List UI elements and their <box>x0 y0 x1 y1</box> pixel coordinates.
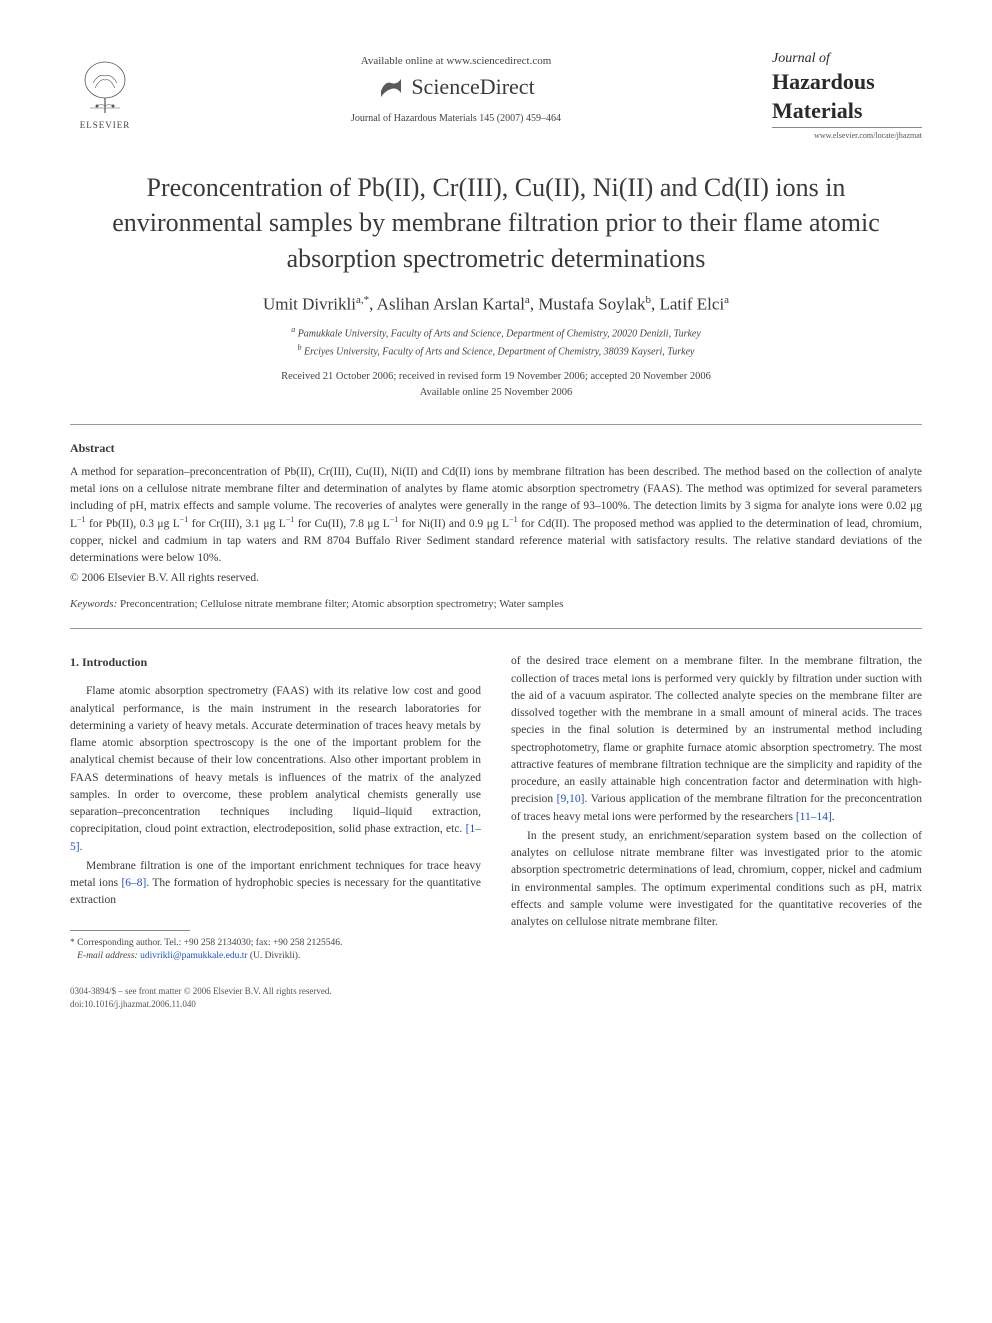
corresponding-author: * Corresponding author. Tel.: +90 258 21… <box>70 937 481 950</box>
body-columns: 1. Introduction Flame atomic absorption … <box>70 653 922 963</box>
affiliations: a Pamukkale University, Faculty of Arts … <box>70 324 922 359</box>
affiliation-a: a Pamukkale University, Faculty of Arts … <box>70 324 922 341</box>
sciencedirect-icon <box>377 73 405 101</box>
corresponding-email: E-mail address: udivrikli@pamukkale.edu.… <box>70 950 481 963</box>
journal-logo-block: Journal of Hazardous Materials www.elsev… <box>772 50 922 140</box>
available-date: Available online 25 November 2006 <box>70 385 922 401</box>
abstract-rule-bottom <box>70 628 922 629</box>
center-header: Available online at www.sciencedirect.co… <box>140 50 772 124</box>
elsevier-logo: ELSEVIER <box>70 50 140 130</box>
article-title: Preconcentration of Pb(II), Cr(III), Cu(… <box>90 170 902 275</box>
received-date: Received 21 October 2006; received in re… <box>70 369 922 385</box>
column-left-body: Flame atomic absorption spectrometry (FA… <box>70 683 481 909</box>
page-footer: 0304-3894/$ – see front matter © 2006 El… <box>70 985 922 1010</box>
keywords-text: Preconcentration; Cellulose nitrate memb… <box>120 598 563 610</box>
elsevier-label: ELSEVIER <box>80 120 131 130</box>
abstract-heading: Abstract <box>70 441 922 456</box>
journal-name-line2: Hazardous <box>772 68 922 97</box>
elsevier-tree-icon <box>75 58 135 118</box>
article-dates: Received 21 October 2006; received in re… <box>70 369 922 401</box>
keywords-label: Keywords: <box>70 598 117 610</box>
journal-name-line1: Journal of <box>772 50 922 68</box>
page-header: ELSEVIER Available online at www.science… <box>70 50 922 140</box>
footnote-separator <box>70 930 190 931</box>
column-right: of the desired trace element on a membra… <box>511 653 922 963</box>
journal-url: www.elsevier.com/locate/jhazmat <box>772 131 922 140</box>
column-left: 1. Introduction Flame atomic absorption … <box>70 653 481 963</box>
sciencedirect-logo: ScienceDirect <box>140 73 772 101</box>
affiliation-b: b Erciyes University, Faculty of Arts an… <box>70 342 922 359</box>
available-online-text: Available online at www.sciencedirect.co… <box>140 55 772 67</box>
section-1-heading: 1. Introduction <box>70 653 481 671</box>
journal-name-line3: Materials <box>772 97 922 126</box>
footnotes: * Corresponding author. Tel.: +90 258 21… <box>70 937 481 964</box>
email-link[interactable]: udivrikli@pamukkale.edu.tr <box>140 951 247 961</box>
journal-name: Journal of Hazardous Materials <box>772 50 922 125</box>
column-right-body: of the desired trace element on a membra… <box>511 653 922 931</box>
sciencedirect-text: ScienceDirect <box>411 74 534 100</box>
footer-line1: 0304-3894/$ – see front matter © 2006 El… <box>70 985 922 998</box>
abstract-copyright: © 2006 Elsevier B.V. All rights reserved… <box>70 572 922 584</box>
journal-reference: Journal of Hazardous Materials 145 (2007… <box>140 113 772 124</box>
abstract-rule-top <box>70 424 922 425</box>
keywords: Keywords: Preconcentration; Cellulose ni… <box>70 598 922 610</box>
abstract-body: A method for separation–preconcentration… <box>70 464 922 566</box>
authors: Umit Divriklia,*, Aslihan Arslan Kartala… <box>70 294 922 315</box>
footer-doi: doi:10.1016/j.jhazmat.2006.11.040 <box>70 998 922 1011</box>
journal-rule <box>772 127 922 128</box>
